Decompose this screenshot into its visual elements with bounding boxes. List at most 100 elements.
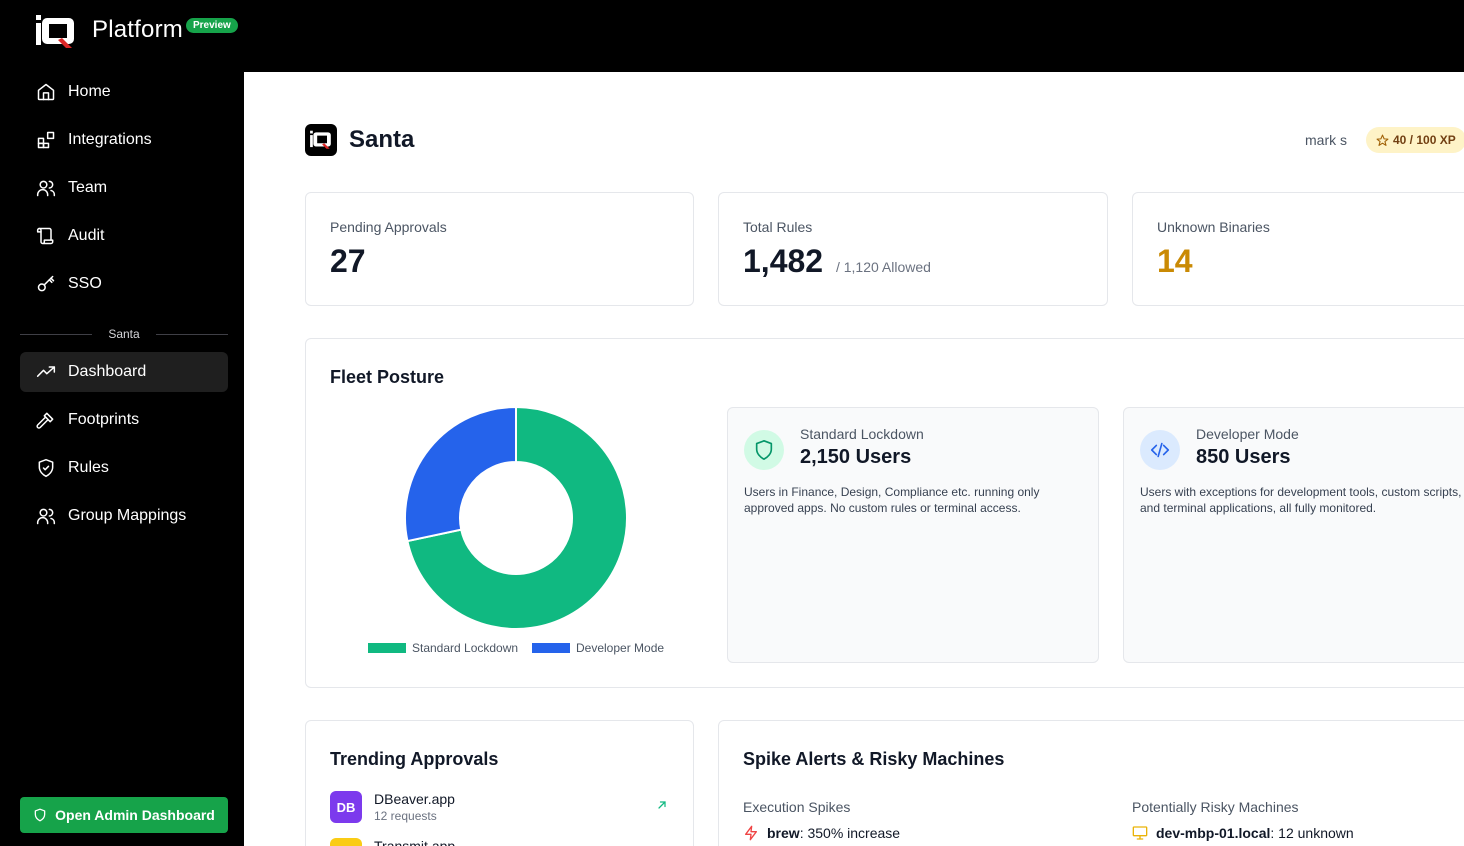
users-icon (36, 178, 56, 198)
sidebar-item-label: Team (68, 179, 108, 196)
legend-label: Standard Lockdown (412, 641, 519, 655)
execution-spikes-heading: Execution Spikes (743, 799, 851, 815)
trending-up-icon (36, 362, 56, 382)
sidebar-item-footprints[interactable]: Footprints (20, 400, 228, 440)
stat-label: Total Rules (743, 219, 813, 235)
preview-badge: Preview (186, 18, 238, 33)
iq-logo-icon (36, 15, 74, 48)
mode-description: Users with exceptions for development to… (1140, 485, 1462, 515)
stat-label: Unknown Binaries (1157, 219, 1270, 235)
main-content: Santa mark s 40 / 100 XP Pending Approva… (244, 72, 1464, 846)
stat-label: Pending Approvals (330, 219, 447, 235)
top-bar: Platform Preview (0, 0, 1464, 72)
mode-label: Developer Mode (1196, 426, 1299, 442)
section-title: Fleet Posture (330, 367, 445, 387)
legend-item-developer[interactable]: Developer Mode (532, 641, 664, 655)
sidebar: Home Integrations Team Audit SSO Santa D… (0, 72, 244, 846)
xp-badge[interactable]: 40 / 100 XP (1366, 127, 1464, 153)
sidebar-item-label: Footprints (68, 411, 140, 428)
sidebar-item-label: Integrations (68, 131, 152, 148)
donut-slice-developer-mode[interactable] (404, 405, 517, 543)
donut-slice-standard-lockdown[interactable] (406, 405, 628, 630)
sidebar-item-label: Rules (68, 459, 109, 476)
page-header: Santa (305, 124, 414, 156)
sidebar-item-label: Home (68, 83, 111, 100)
shield-check-icon (36, 458, 56, 478)
sidebar-item-label: Group Mappings (68, 507, 187, 524)
legend-item-standard[interactable]: Standard Lockdown (368, 641, 518, 655)
open-admin-dashboard-button[interactable]: Open Admin Dashboard (20, 797, 228, 833)
users-icon (36, 506, 56, 526)
stat-value-row: 1,482 / 1,120 Allowed (743, 243, 931, 280)
section-title: Trending Approvals (330, 749, 499, 769)
zap-icon (743, 825, 759, 841)
scroll-icon (36, 226, 56, 246)
stat-value: 27 (330, 243, 366, 279)
request-count: 12 requests (374, 809, 437, 823)
code-icon (1140, 430, 1180, 470)
unknown-binaries-card[interactable]: Unknown Binaries 14 (1132, 192, 1464, 306)
app-avatar (330, 838, 362, 846)
arrow-up-right-icon[interactable] (656, 799, 668, 811)
sidebar-item-home[interactable]: Home (20, 72, 228, 112)
stat-value: 14 (1157, 243, 1193, 279)
list-item[interactable]: Transmit.app (330, 838, 668, 846)
fleet-posture-card: Fleet Posture Standard Lockdown Develope… (305, 338, 1464, 688)
fleet-donut-chart (404, 405, 628, 630)
stat-subvalue: / 1,120 Allowed (835, 259, 931, 275)
legend-label: Developer Mode (576, 641, 665, 655)
blocks-icon (36, 130, 56, 150)
sidebar-item-integrations[interactable]: Integrations (20, 120, 228, 160)
admin-button-label: Open Admin Dashboard (55, 807, 215, 823)
pending-approvals-card[interactable]: Pending Approvals 27 (305, 192, 694, 306)
total-rules-card[interactable]: Total Rules 1,482 / 1,120 Allowed (718, 192, 1108, 306)
spike-alerts-card: Spike Alerts & Risky Machines Execution … (718, 720, 1464, 846)
mode-label: Standard Lockdown (800, 426, 924, 442)
list-item[interactable]: DB DBeaver.app 12 requests (330, 791, 668, 831)
machine-name: dev-mbp-01.local (1156, 825, 1271, 841)
spike-name: brew (767, 825, 800, 841)
sidebar-item-rules[interactable]: Rules (20, 448, 228, 488)
hammer-icon (36, 410, 56, 430)
xp-value: 40 / 100 XP (1393, 133, 1456, 147)
key-icon (36, 274, 56, 294)
sidebar-item-dashboard[interactable]: Dashboard (20, 352, 228, 392)
spike-item[interactable]: brew: 350% increase (743, 825, 900, 841)
user-name[interactable]: mark s (1305, 132, 1347, 148)
mode-description: Users in Finance, Design, Compliance etc… (744, 485, 1040, 515)
spike-detail: : 350% increase (799, 825, 901, 841)
trending-approvals-card: Trending Approvals DB DBeaver.app 12 req… (305, 720, 694, 846)
section-label: Santa (108, 327, 140, 341)
standard-lockdown-card[interactable]: Standard Lockdown 2,150 Users Users in F… (727, 407, 1099, 663)
sidebar-item-team[interactable]: Team (20, 168, 228, 208)
risky-machines-heading: Potentially Risky Machines (1132, 799, 1299, 815)
mode-value: 2,150 Users (800, 446, 912, 468)
sidebar-item-group-mappings[interactable]: Group Mappings (20, 496, 228, 536)
star-icon (1376, 134, 1389, 147)
section-divider: Santa (20, 327, 228, 341)
legend-swatch (368, 643, 406, 653)
shield-icon (33, 808, 47, 822)
sidebar-item-sso[interactable]: SSO (20, 264, 228, 304)
section-title: Spike Alerts & Risky Machines (743, 749, 1005, 769)
app-avatar: DB (330, 791, 362, 823)
app-name: Transmit.app (374, 838, 456, 846)
app-name: DBeaver.app (374, 791, 455, 807)
legend-swatch (532, 643, 570, 653)
stat-value: 1,482 (743, 243, 824, 279)
risky-machine-item[interactable]: dev-mbp-01.local: 12 unknown (1132, 825, 1354, 841)
machine-detail: : 12 unknown (1270, 825, 1354, 841)
brand-name: Platform (92, 16, 183, 43)
mode-value: 850 Users (1196, 446, 1291, 468)
iq-logo[interactable] (34, 14, 78, 50)
sidebar-item-audit[interactable]: Audit (20, 216, 228, 256)
santa-app-icon (305, 124, 337, 156)
page-title: Santa (349, 126, 415, 153)
home-icon (36, 82, 56, 102)
developer-mode-card[interactable]: Developer Mode 850 Users Users with exce… (1123, 407, 1464, 663)
shield-icon (744, 430, 784, 470)
sidebar-item-label: SSO (68, 275, 102, 292)
sidebar-item-label: Audit (68, 227, 105, 244)
sidebar-item-label: Dashboard (68, 363, 147, 380)
monitor-icon (1132, 825, 1148, 841)
